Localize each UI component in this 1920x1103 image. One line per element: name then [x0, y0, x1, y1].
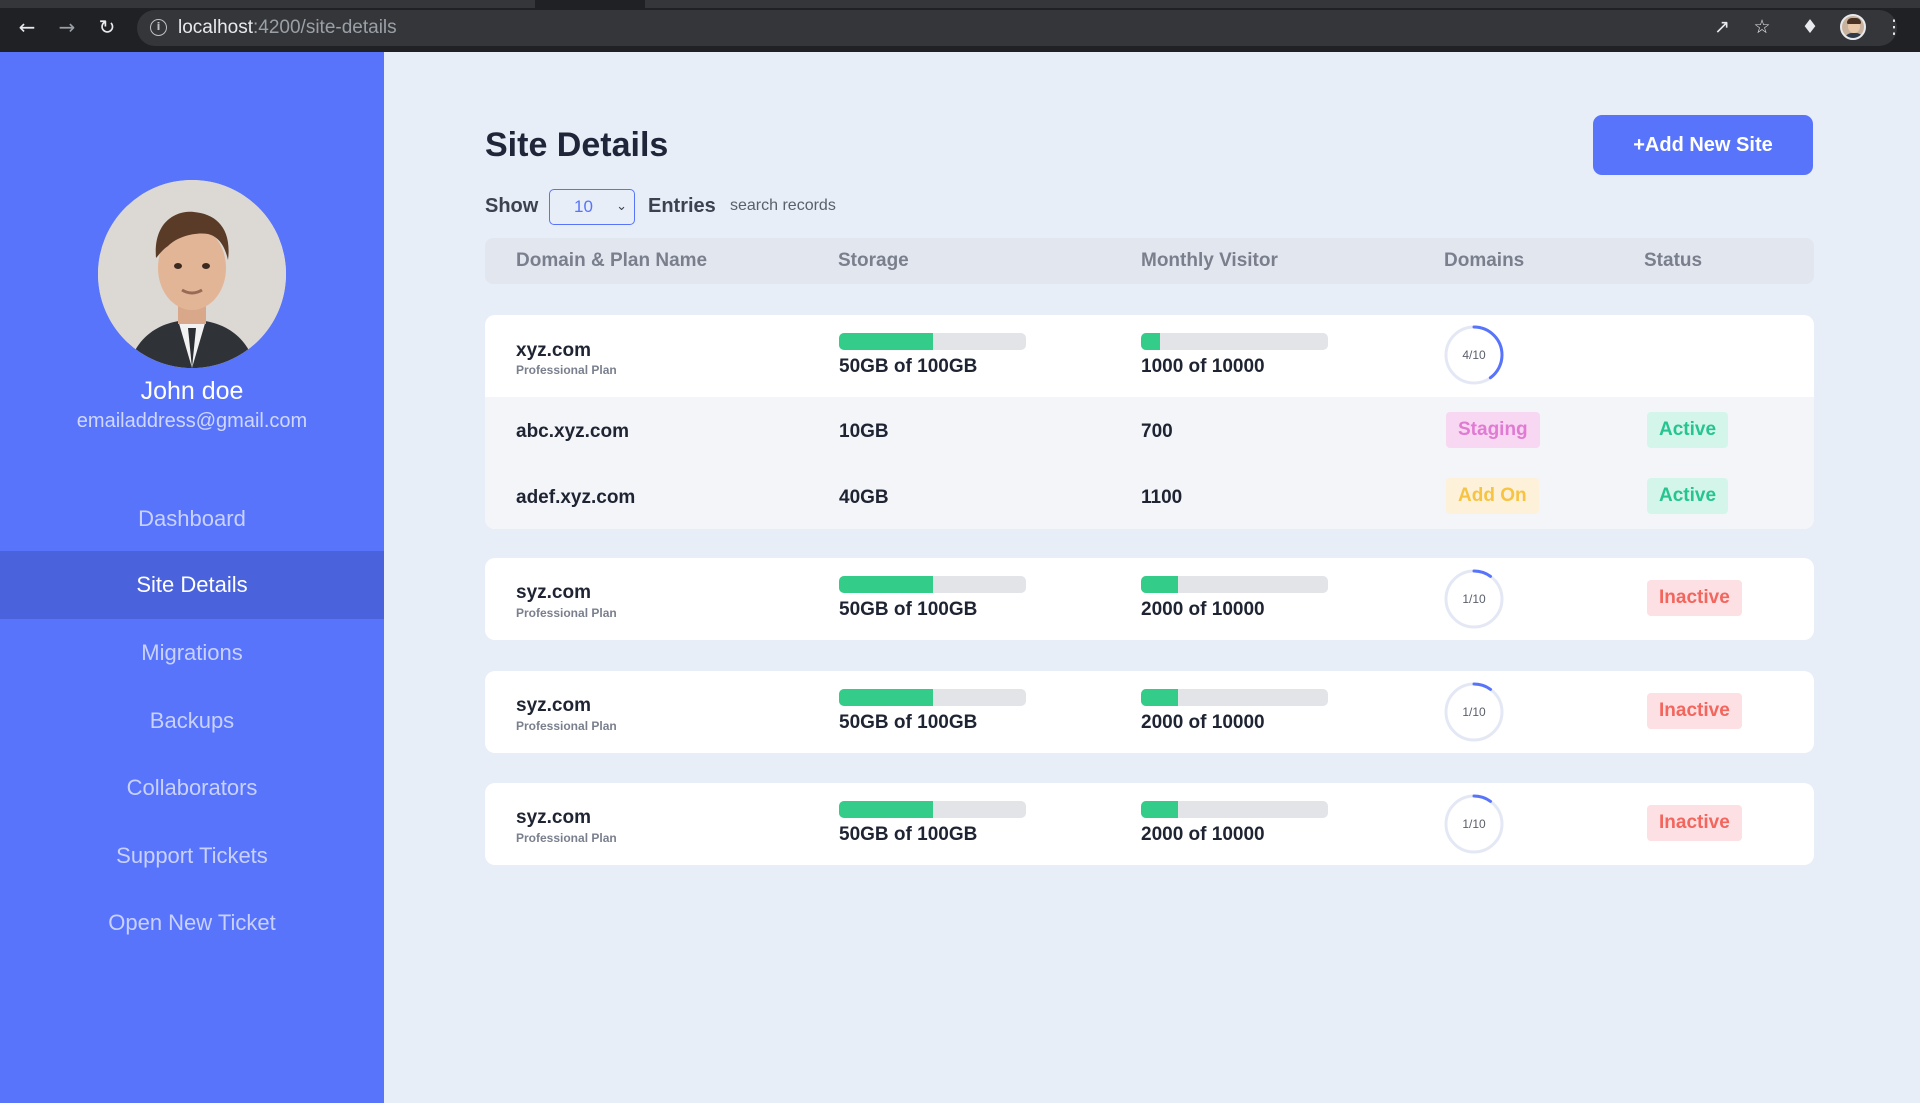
browser-toolbar: ← → ↻ i localhost:4200/site-details ↗ ☆ …	[0, 0, 1920, 52]
show-label: Show	[485, 195, 539, 217]
site-card[interactable]: xyz.com Professional Plan 50GB of 100GB …	[485, 315, 1814, 529]
reload-icon[interactable]: ↻	[98, 15, 116, 39]
domain-type-badge: Staging	[1446, 412, 1540, 448]
entries-select[interactable]: 10 ⌄	[549, 189, 635, 225]
subdomain-storage: 40GB	[839, 487, 889, 508]
domains-progress-ring: 1/10	[1443, 568, 1505, 630]
site-plan: Professional Plan	[516, 719, 617, 733]
site-card[interactable]: syz.com Professional Plan 50GB of 100GB …	[485, 558, 1814, 640]
status-badge: Active	[1647, 412, 1729, 448]
visitor-text: 2000 of 10000	[1141, 824, 1265, 845]
table-header: Domain & Plan Name Storage Monthly Visit…	[485, 238, 1814, 284]
column-header-status: Status	[1644, 250, 1703, 271]
column-header-storage: Storage	[838, 250, 909, 271]
visitor-text: 2000 of 10000	[1141, 712, 1265, 733]
domains-count: 4/10	[1462, 348, 1486, 362]
site-plan: Professional Plan	[516, 831, 617, 845]
storage-progress-fill	[839, 576, 933, 593]
visitor-progress-fill	[1141, 333, 1160, 350]
sidebar-item-dashboard[interactable]: Dashboard	[138, 506, 246, 531]
back-icon[interactable]: ←	[18, 15, 36, 39]
domains-count: 1/10	[1462, 705, 1486, 719]
site-plan: Professional Plan	[516, 363, 617, 377]
visitor-text: 2000 of 10000	[1141, 599, 1265, 620]
domains-count: 1/10	[1462, 592, 1486, 606]
avatar	[98, 180, 286, 368]
column-header-domains: Domains	[1444, 250, 1525, 271]
sidebar-item-support-tickets[interactable]: Support Tickets	[116, 843, 268, 868]
site-domain[interactable]: syz.com	[516, 695, 591, 716]
add-new-site-button[interactable]: +Add New Site	[1593, 115, 1813, 175]
subdomain-name[interactable]: abc.xyz.com	[516, 421, 629, 442]
visitor-progress-fill	[1141, 689, 1179, 706]
column-header-domain: Domain & Plan Name	[516, 250, 708, 271]
domains-progress-ring: 1/10	[1443, 793, 1505, 855]
menu-kebab-icon[interactable]: ⋮	[1884, 16, 1904, 38]
search-input[interactable]	[730, 195, 930, 217]
entries-select-value: 10	[574, 197, 593, 216]
storage-text: 50GB of 100GB	[839, 599, 978, 620]
entries-label: Entries	[648, 195, 716, 217]
sidebar: John doe emailaddress@gmail.com Dashboar…	[0, 52, 384, 1103]
domains-count: 1/10	[1462, 817, 1486, 831]
storage-progress-bar	[839, 576, 1026, 593]
user-name: John doe	[140, 377, 244, 405]
site-info-icon[interactable]: i	[150, 19, 167, 36]
status-badge: Inactive	[1647, 693, 1742, 729]
tab-strip	[0, 0, 1920, 8]
site-domain[interactable]: xyz.com	[516, 340, 591, 361]
sidebar-item-migrations[interactable]: Migrations	[141, 640, 243, 665]
site-card[interactable]: syz.com Professional Plan 50GB of 100GB …	[485, 671, 1814, 753]
visitor-progress-bar	[1141, 576, 1328, 593]
visitor-progress-bar	[1141, 333, 1328, 350]
status-badge: Inactive	[1647, 805, 1742, 841]
storage-progress-bar	[839, 801, 1026, 818]
site-domain[interactable]: syz.com	[516, 582, 591, 603]
visitor-progress-bar	[1141, 689, 1328, 706]
status-badge: Inactive	[1647, 580, 1742, 616]
sidebar-item-collaborators[interactable]: Collaborators	[126, 775, 258, 800]
storage-text: 50GB of 100GB	[839, 824, 978, 845]
bookmark-star-icon[interactable]: ☆	[1753, 16, 1771, 38]
storage-progress-bar	[839, 689, 1026, 706]
site-plan: Professional Plan	[516, 606, 617, 620]
sidebar-item-site-details[interactable]: Site Details	[0, 551, 384, 619]
visitor-progress-bar	[1141, 801, 1328, 818]
domains-progress-ring: 1/10	[1443, 681, 1505, 743]
storage-text: 50GB of 100GB	[839, 356, 978, 377]
storage-progress-bar	[839, 333, 1026, 350]
domain-type-badge: Add On	[1446, 478, 1539, 514]
visitor-progress-fill	[1141, 576, 1179, 593]
storage-progress-fill	[839, 333, 933, 350]
visitor-progress-fill	[1141, 801, 1179, 818]
subdomain-storage: 10GB	[839, 421, 889, 442]
subdomain-visitors: 1100	[1141, 487, 1183, 508]
share-icon[interactable]: ↗	[1714, 16, 1730, 38]
site-domain[interactable]: syz.com	[516, 807, 591, 828]
storage-progress-fill	[839, 801, 933, 818]
storage-progress-fill	[839, 689, 933, 706]
subdomain-visitors: 700	[1141, 421, 1173, 442]
active-tab[interactable]	[535, 0, 645, 8]
domains-progress-ring: 4/10	[1443, 324, 1505, 386]
page-title: Site Details	[485, 126, 669, 164]
subdomain-name[interactable]: adef.xyz.com	[516, 487, 636, 508]
subdomain-list	[485, 397, 1814, 529]
status-badge: Active	[1647, 478, 1729, 514]
profile-avatar[interactable]	[1840, 14, 1866, 40]
column-header-monthly-visitor: Monthly Visitor	[1141, 250, 1278, 271]
site-card[interactable]: syz.com Professional Plan 50GB of 100GB …	[485, 783, 1814, 865]
sidebar-item-open-new-ticket[interactable]: Open New Ticket	[108, 910, 276, 935]
sidebar-item-backups[interactable]: Backups	[149, 708, 235, 733]
chevron-down-icon: ⌄	[616, 199, 627, 214]
visitor-text: 1000 of 10000	[1141, 356, 1265, 377]
address-bar[interactable]	[137, 10, 1897, 46]
storage-text: 50GB of 100GB	[839, 712, 978, 733]
forward-icon[interactable]: →	[58, 15, 76, 39]
url-text[interactable]: localhost:4200/site-details	[178, 17, 397, 38]
extensions-puzzle-icon[interactable]: ♦	[1801, 16, 1819, 38]
user-email: emailaddress@gmail.com	[76, 410, 308, 432]
